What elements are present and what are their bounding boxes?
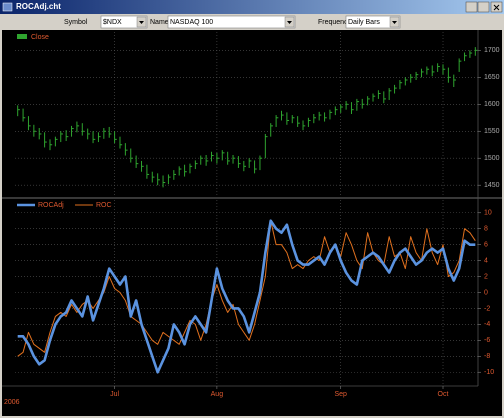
close-glyph (493, 4, 500, 11)
y-tick-label: 1600 (484, 101, 500, 108)
y-tick-label: -8 (484, 353, 490, 360)
y-tick-label: 6 (484, 241, 488, 248)
y-tick-label: 1550 (484, 128, 500, 135)
y-tick-label: -4 (484, 321, 490, 328)
y-tick-label: -2 (484, 305, 490, 312)
series-line (17, 219, 476, 374)
window-icon (2, 2, 13, 12)
frequency-field[interactable] (345, 15, 401, 29)
maximize-button[interactable] (477, 1, 490, 13)
name-label: Name (150, 19, 169, 26)
y-tick-label: 4 (484, 257, 488, 264)
y-tick-label: 1650 (484, 74, 500, 81)
y-tick-label: -6 (484, 337, 490, 344)
symbol-field[interactable] (100, 15, 148, 29)
x-tick-label: Oct (438, 391, 449, 398)
y-tick-label: -10 (484, 369, 494, 376)
year-label: 2006 (4, 399, 20, 406)
y-tick-label: 10 (484, 210, 492, 217)
dropdown-arrow (139, 21, 144, 24)
chart-background (2, 30, 502, 416)
title-bar (0, 0, 504, 14)
y-tick-label: 1450 (484, 182, 500, 189)
y-tick-label: 1500 (484, 155, 500, 162)
legend-label: ROC (96, 202, 112, 209)
y-tick-label: 2 (484, 273, 488, 280)
x-tick-label: Sep (334, 391, 347, 398)
frequency-label: Frequency (318, 19, 352, 26)
name-field[interactable] (167, 15, 296, 29)
legend-label: Close (31, 34, 49, 41)
symbol-label: Symbol (64, 19, 88, 26)
labels: 1450 1500 1550 1600 1650 1700 Close -10 -8 -6 -4 -2… (4, 34, 500, 406)
legend-swatch (17, 34, 27, 39)
window-title: ROCAdj.cht (16, 2, 61, 11)
legend-label: ROCAdj (38, 202, 64, 209)
symbol-value: $NDX (103, 19, 122, 26)
y-tick-label: 8 (484, 226, 488, 233)
dropdown-arrow (287, 21, 292, 24)
name-value: NASDAQ 100 (170, 19, 213, 26)
x-tick-label: Aug (211, 391, 224, 398)
minimize-button[interactable] (465, 1, 478, 13)
frequency-value: Daily Bars (348, 19, 380, 26)
window-buttons (465, 1, 503, 13)
y-tick-label: 0 (484, 289, 488, 296)
plot (17, 47, 478, 374)
x-tick-label: Jul (110, 391, 119, 398)
dropdown-arrow (392, 21, 397, 24)
y-tick-label: 1700 (484, 47, 500, 54)
